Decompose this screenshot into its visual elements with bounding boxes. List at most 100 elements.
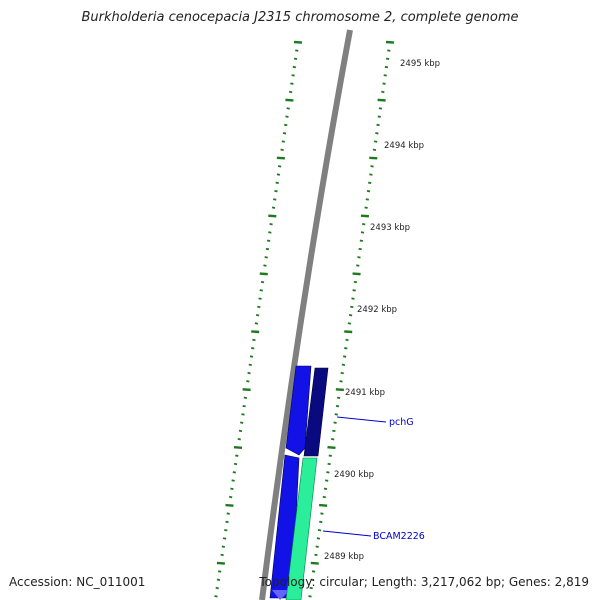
minor-tick	[342, 355, 347, 358]
pchG-label-line	[336, 416, 387, 423]
minor-tick	[385, 57, 390, 61]
right-tick-track	[308, 40, 395, 598]
minor-tick	[266, 239, 271, 242]
minor-tick	[269, 223, 273, 226]
minor-tick	[376, 123, 380, 127]
minor-tick	[246, 380, 250, 383]
minor-tick	[382, 82, 386, 85]
minor-tick	[224, 528, 228, 532]
minor-tick	[222, 537, 227, 540]
minor-tick	[260, 280, 265, 284]
tick-label: 2491 kbp	[345, 388, 385, 398]
minor-tick	[238, 429, 243, 433]
tick-label: 2490 kbp	[334, 470, 374, 480]
gene-BCAM2226[interactable]	[285, 457, 318, 600]
minor-tick	[347, 322, 352, 325]
major-tick	[369, 156, 378, 160]
minor-tick	[215, 586, 219, 590]
minor-tick	[217, 570, 222, 573]
minor-tick	[339, 380, 343, 383]
minor-tick	[255, 313, 260, 317]
chromosome-backbone	[259, 29, 353, 600]
minor-tick	[336, 396, 341, 400]
minor-tick	[243, 396, 248, 400]
minor-tick	[249, 355, 254, 358]
minor-tick	[352, 289, 356, 292]
minor-tick	[271, 206, 276, 209]
minor-tick	[220, 553, 224, 557]
minor-tick	[334, 413, 338, 416]
minor-tick	[331, 438, 335, 441]
minor-tick	[290, 82, 294, 85]
minor-tick	[275, 181, 279, 185]
minor-tick	[231, 479, 235, 482]
minor-tick	[280, 148, 284, 151]
major-tick	[385, 40, 395, 44]
minor-tick	[265, 247, 270, 251]
minor-tick	[362, 223, 366, 226]
major-tick	[335, 388, 344, 392]
minor-tick	[225, 520, 229, 524]
minor-tick	[311, 570, 316, 573]
major-tick	[293, 40, 303, 44]
minor-tick	[237, 438, 241, 441]
minor-tick	[240, 421, 244, 424]
minor-tick	[381, 90, 385, 94]
minor-tick	[328, 454, 332, 457]
minor-tick	[373, 140, 378, 143]
minor-tick	[348, 313, 353, 317]
minor-tick	[322, 495, 327, 499]
minor-tick	[319, 520, 323, 524]
minor-tick	[345, 338, 349, 342]
forward-gene-1[interactable]	[285, 365, 312, 456]
minor-tick	[366, 189, 371, 193]
minor-tick	[384, 65, 389, 69]
tick-label: 2492 kbp	[357, 305, 397, 315]
minor-tick	[375, 132, 379, 135]
minor-tick	[248, 363, 252, 366]
minor-tick	[241, 413, 245, 416]
minor-tick	[242, 404, 246, 408]
minor-tick	[263, 264, 267, 267]
gene-label-BCAM2226[interactable]: BCAM2226	[373, 531, 425, 542]
minor-tick	[333, 421, 337, 424]
minor-tick	[360, 231, 365, 234]
minor-tick	[214, 595, 218, 598]
minor-tick	[281, 140, 285, 143]
minor-tick	[378, 107, 383, 110]
minor-tick	[332, 429, 336, 433]
minor-tick	[254, 322, 259, 325]
gene-label-pchG[interactable]: pchG	[389, 417, 414, 428]
minor-tick	[282, 132, 287, 135]
minor-tick	[308, 595, 312, 598]
major-tick	[233, 445, 243, 449]
minor-tick	[372, 148, 377, 151]
minor-tick	[309, 586, 313, 590]
minor-tick	[274, 189, 278, 193]
minor-tick	[335, 404, 340, 408]
minor-tick	[325, 479, 329, 482]
minor-tick	[276, 173, 281, 176]
major-tick	[216, 561, 225, 565]
minor-tick	[369, 173, 373, 176]
minor-tick	[387, 49, 391, 52]
BCAM2226-label-line	[322, 530, 372, 537]
minor-tick	[358, 247, 362, 251]
major-tick	[344, 330, 353, 334]
minor-tick	[288, 90, 293, 94]
minor-tick	[340, 371, 344, 375]
major-tick	[259, 272, 268, 276]
minor-tick	[277, 165, 282, 168]
major-tick	[360, 214, 370, 218]
minor-tick	[310, 578, 315, 581]
minor-tick	[216, 578, 221, 581]
major-tick	[327, 445, 336, 449]
gene-pchG[interactable]	[303, 367, 329, 457]
minor-tick	[370, 165, 374, 168]
minor-tick	[221, 545, 226, 548]
minor-tick	[291, 74, 295, 77]
minor-tick	[315, 545, 319, 548]
minor-tick	[327, 462, 331, 466]
